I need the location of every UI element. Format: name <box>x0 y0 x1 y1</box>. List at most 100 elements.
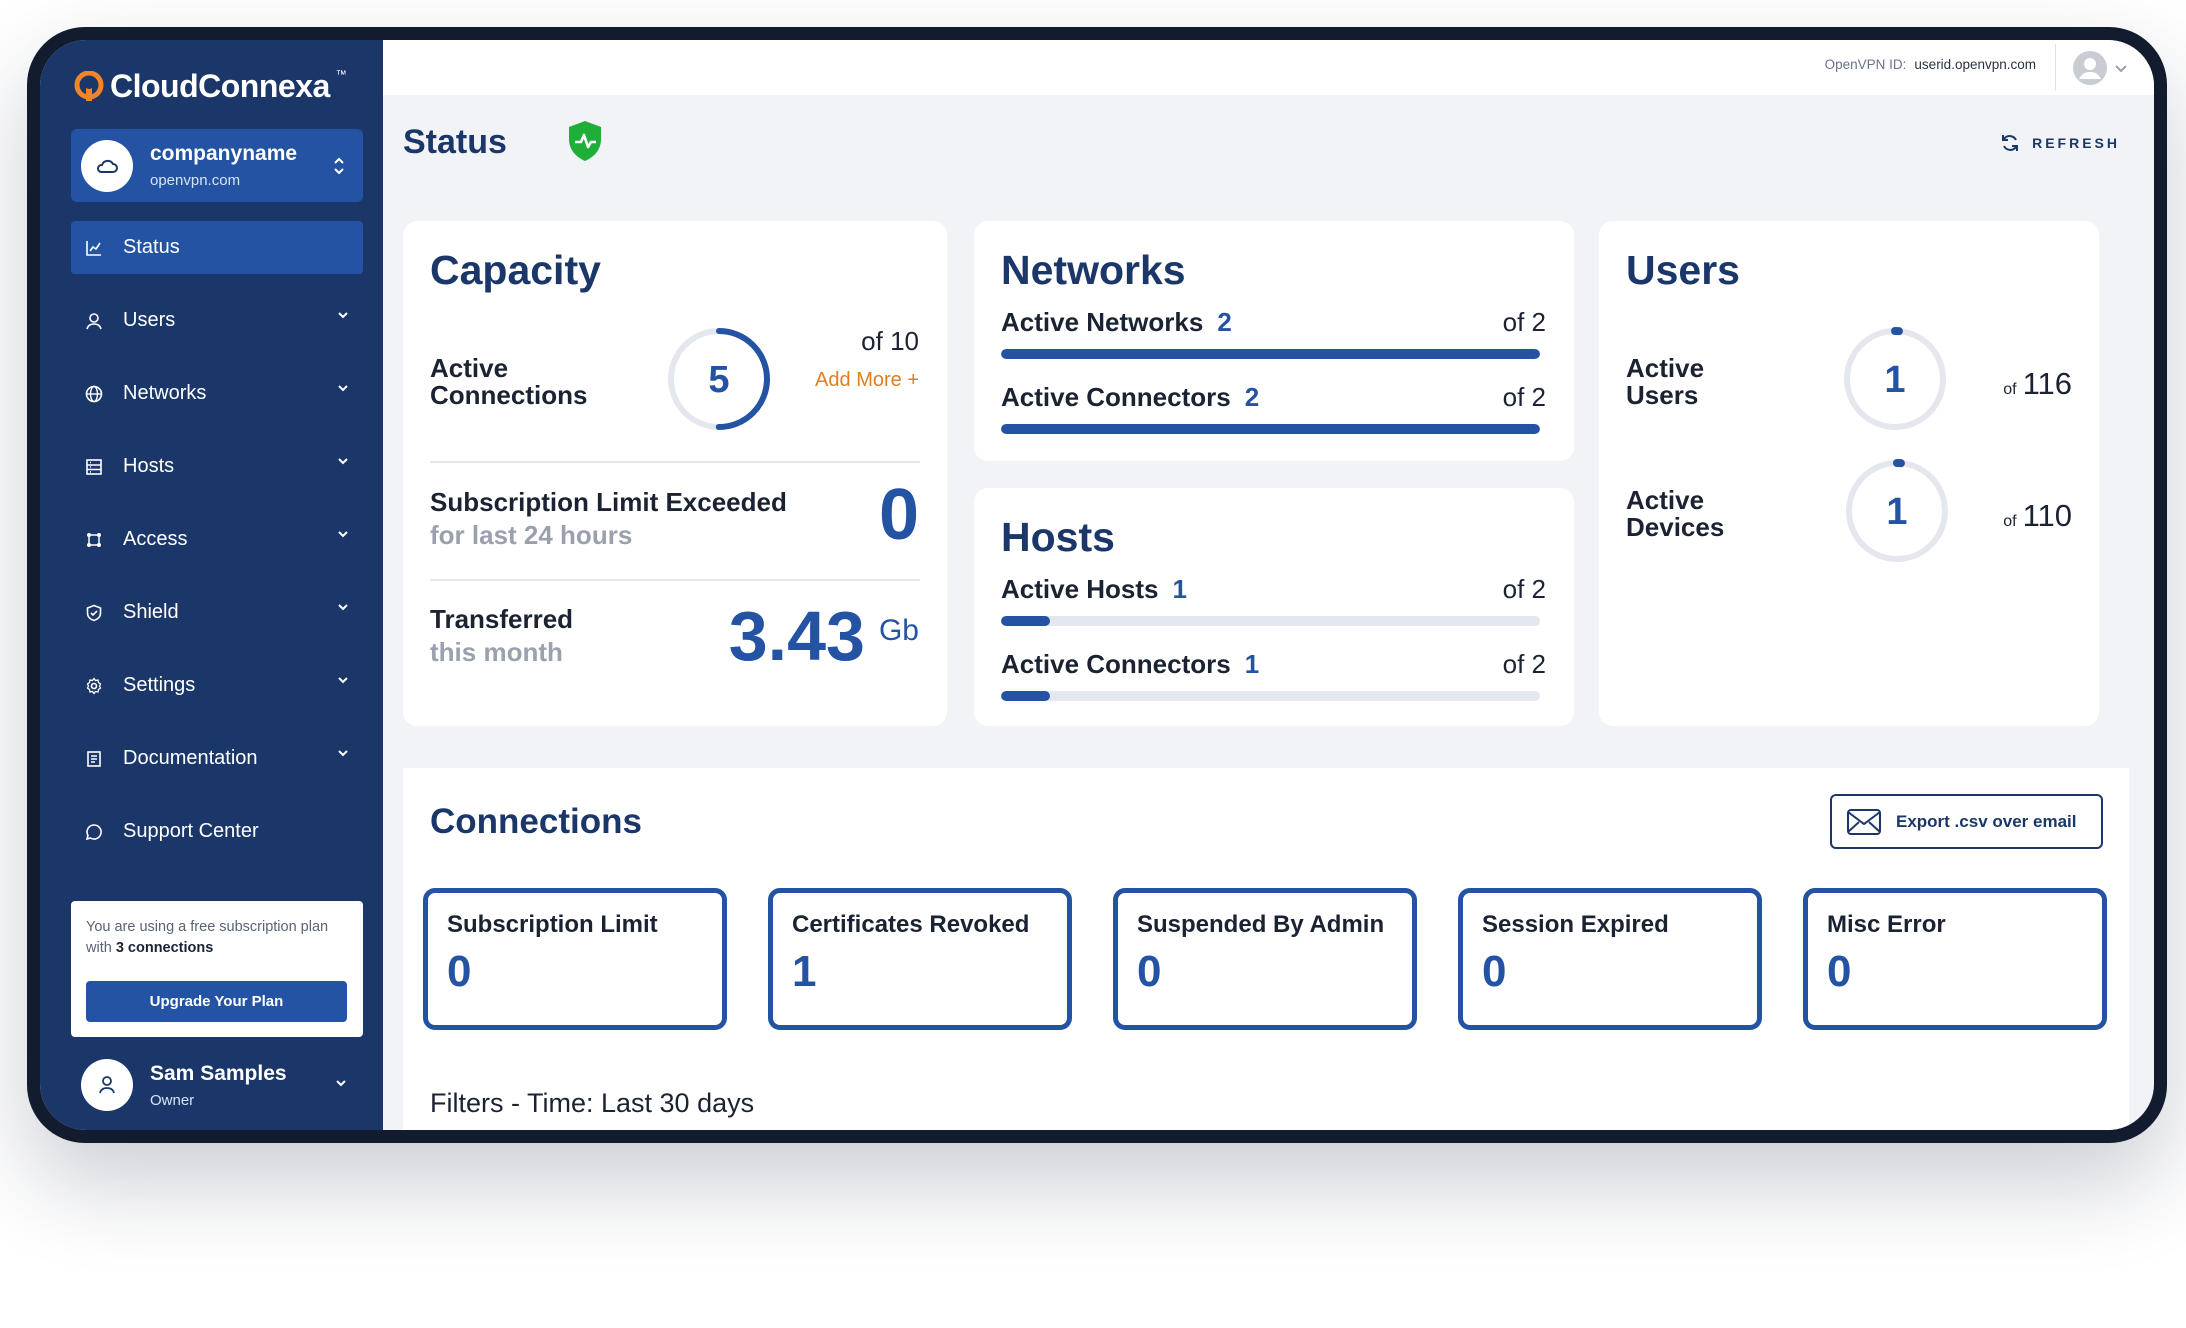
brand-tm: ™ <box>335 68 347 81</box>
capacity-card: Capacity Active Connections 5 of 10 Add … <box>403 221 947 726</box>
progress-bar-fill <box>1001 424 1540 434</box>
stat-value: 0 <box>1137 947 1162 996</box>
stat-misc-error[interactable]: Misc Error 0 <box>1803 888 2107 1030</box>
sidebar-item-networks[interactable]: Networks <box>71 367 363 420</box>
envelope-icon <box>1847 808 1881 835</box>
sidebar-item-label: Users <box>123 309 176 331</box>
user-role: Owner <box>150 1091 195 1109</box>
user-name: Sam Samples <box>150 1061 287 1085</box>
sidebar-item-access[interactable]: Access <box>71 513 363 566</box>
devices-total-of: of <box>2003 513 2017 530</box>
subscription-limit-value: 0 <box>878 475 919 555</box>
transferred-sub: this month <box>430 637 563 667</box>
stat-session-expired[interactable]: Session Expired 0 <box>1458 888 1762 1030</box>
hosts-title: Hosts <box>1001 514 1115 560</box>
chevron-down-icon <box>338 312 348 319</box>
sidebar-item-documentation[interactable]: Documentation <box>71 732 363 785</box>
shield-status-icon <box>569 121 601 161</box>
users-card: Users Active Users 1 of 116 Active Device… <box>1599 221 2099 726</box>
meter-value: 1 <box>1172 574 1187 604</box>
divider <box>2055 44 2056 91</box>
active-connections-value: 5 <box>708 359 729 401</box>
meter-value: 2 <box>1244 382 1260 412</box>
meter-total: of 2 <box>1502 574 1546 604</box>
sidebar-item-support-center[interactable]: Support Center <box>71 805 363 858</box>
stat-value: 0 <box>1482 947 1507 996</box>
connections-title: Connections <box>430 802 642 841</box>
device-frame: CloudConnexa ™ companyname openvpn.com St… <box>27 27 2167 1143</box>
users-total-value: 116 <box>2022 366 2072 401</box>
app-screen: CloudConnexa ™ companyname openvpn.com St… <box>40 40 2154 1130</box>
sidebar-item-hosts[interactable]: Hosts <box>71 440 363 493</box>
progress-bar-fill <box>1001 691 1050 701</box>
capacity-title: Capacity <box>430 247 601 293</box>
meter-value: 1 <box>1244 649 1260 679</box>
stat-label: Misc Error <box>1827 911 1946 938</box>
divider <box>430 461 920 463</box>
divider <box>430 579 920 581</box>
plan-connections: 3 connections <box>115 940 214 956</box>
add-more-link[interactable]: Add More + <box>815 369 919 391</box>
user-menu[interactable]: Sam Samples Owner <box>71 1055 363 1115</box>
sidebar-item-label: Access <box>123 528 188 550</box>
active-connections-label-line1: Active <box>430 353 509 383</box>
subscription-limit-label: Subscription Limit Exceeded <box>430 487 787 517</box>
subscription-limit-sub: for last 24 hours <box>430 520 633 550</box>
stat-subscription-limit[interactable]: Subscription Limit 0 <box>423 888 727 1030</box>
active-networks-row: Active Networks 2 of 2 <box>1001 307 1546 359</box>
brand-name: CloudConnexa <box>110 68 330 104</box>
sidebar-item-label: Documentation <box>123 747 258 769</box>
sidebar-item-users[interactable]: Users <box>71 294 363 347</box>
stat-value: 0 <box>1827 947 1852 996</box>
chevron-down-icon <box>338 385 348 392</box>
sidebar-item-label: Status <box>123 236 180 258</box>
progress-bar <box>1001 349 1540 359</box>
chevron-down-icon <box>338 531 348 538</box>
transferred-value: 3.43 <box>728 597 865 675</box>
users-total-of: of <box>2003 381 2017 398</box>
sidebar-item-label: Settings <box>123 674 196 696</box>
stat-suspended-by-admin[interactable]: Suspended By Admin 0 <box>1113 888 1417 1030</box>
transferred-label: Transferred <box>430 604 574 634</box>
devices-total-value: 110 <box>2022 498 2072 533</box>
sidebar-item-status[interactable]: Status <box>71 221 363 274</box>
progress-bar-fill <box>1001 616 1050 626</box>
sidebar-item-label: Networks <box>123 382 207 404</box>
users-total: of 116 <box>2003 366 2072 402</box>
chevron-down-icon <box>338 604 348 611</box>
profile-menu[interactable] <box>2072 50 2128 86</box>
devices-total: of 110 <box>2003 498 2072 534</box>
refresh-button[interactable]: REFRESH <box>2000 133 2120 153</box>
active-devices-ring: 1 <box>1845 459 1949 563</box>
active-users-label-line2: Users <box>1626 380 1699 410</box>
export-csv-button[interactable]: Export .csv over email <box>1830 794 2103 849</box>
meter-label: Active Hosts <box>1001 574 1159 604</box>
progress-bar <box>1001 616 1540 626</box>
upgrade-plan-button[interactable]: Upgrade Your Plan <box>86 981 347 1022</box>
active-connections-label-line2: Connections <box>430 380 588 410</box>
chevron-down-icon <box>338 458 348 465</box>
sidebar-nav: Status Users Networks Hosts Access <box>71 221 363 878</box>
main-content: Status REFRESH Capacity Active Connectio… <box>383 95 2154 1130</box>
sidebar-item-label: Hosts <box>123 455 175 477</box>
chevron-down-icon <box>338 750 348 757</box>
page-title: Status <box>403 123 507 161</box>
org-switcher[interactable]: companyname openvpn.com <box>71 129 363 202</box>
active-connections-ring: 5 <box>668 328 770 430</box>
brand-logo[interactable]: CloudConnexa ™ <box>74 68 347 105</box>
sidebar: CloudConnexa ™ companyname openvpn.com St… <box>40 40 383 1130</box>
chevron-updown-icon <box>334 157 344 175</box>
meter-label: Active Connectors <box>1001 649 1231 679</box>
org-domain: openvpn.com <box>150 172 241 189</box>
connections-panel: Connections Export .csv over email Subsc… <box>403 768 2129 1130</box>
sidebar-item-shield[interactable]: Shield <box>71 586 363 639</box>
stat-label: Suspended By Admin <box>1137 911 1385 938</box>
stat-certificates-revoked[interactable]: Certificates Revoked 1 <box>768 888 1072 1030</box>
progress-bar-fill <box>1001 349 1540 359</box>
subscription-limit-block: Subscription Limit Exceeded for last 24 … <box>430 489 787 549</box>
stat-label: Certificates Revoked <box>792 911 1030 938</box>
stat-label: Subscription Limit <box>447 911 658 938</box>
filters-text: Filters - Time: Last 30 days <box>430 1088 755 1118</box>
document-icon <box>83 748 105 770</box>
sidebar-item-settings[interactable]: Settings <box>71 659 363 712</box>
